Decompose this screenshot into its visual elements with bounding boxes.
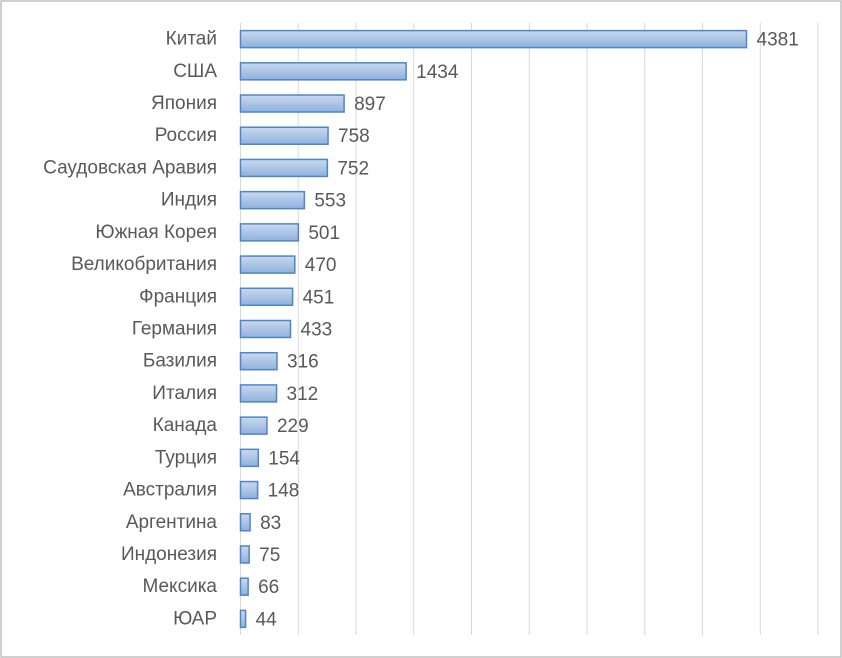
bar [241,385,277,402]
bar [241,546,250,563]
data-label: 66 [258,577,279,598]
bar [241,610,246,627]
bar [241,127,329,144]
bar [241,224,299,241]
bar [241,95,345,112]
data-label: 75 [259,545,280,566]
category-label: Италия [152,383,217,404]
data-label: 501 [308,223,340,244]
data-label: 312 [287,384,319,405]
bar [241,514,251,531]
category-label: Япония [151,93,217,114]
bar [241,31,747,48]
bar [241,63,407,80]
data-label: 433 [301,320,333,341]
bar [241,321,291,338]
data-label: 897 [354,94,386,115]
bar [241,482,258,499]
category-label: США [173,61,217,82]
category-label: Саудовская Аравия [43,157,217,178]
data-label: 470 [305,255,337,276]
bar [241,288,293,305]
category-label: Мексика [142,576,217,597]
data-label: 758 [338,126,370,147]
data-label: 451 [303,287,335,308]
category-label: Индонезия [121,544,217,565]
category-label: Германия [132,319,217,340]
data-label: 4381 [757,30,799,51]
data-label: 154 [268,448,300,469]
category-label: Южная Корея [95,222,217,243]
data-label: 1434 [416,62,459,83]
data-label: 752 [337,158,369,179]
category-label: ЮАР [173,608,217,629]
data-label: 148 [268,481,300,502]
category-label: Франция [139,286,217,307]
data-label: 44 [256,609,278,630]
category-label: Аргентина [126,512,218,533]
category-label: Россия [155,125,217,146]
category-label: Великобритания [71,254,217,275]
category-label: Базилия [143,351,217,372]
bar [241,192,305,209]
bar [241,449,259,466]
bar [241,578,249,595]
bar [241,256,295,273]
category-label: Австралия [123,480,217,501]
category-label: Турция [155,447,217,468]
category-label: Канада [153,415,218,436]
bar [241,159,328,176]
data-label: 229 [277,416,309,437]
data-label: 553 [314,191,346,212]
category-label: Индия [161,190,217,211]
data-label: 83 [260,513,281,534]
bar [241,353,277,370]
category-label: Китай [166,29,217,50]
bar [241,417,267,434]
data-label: 316 [287,352,319,373]
